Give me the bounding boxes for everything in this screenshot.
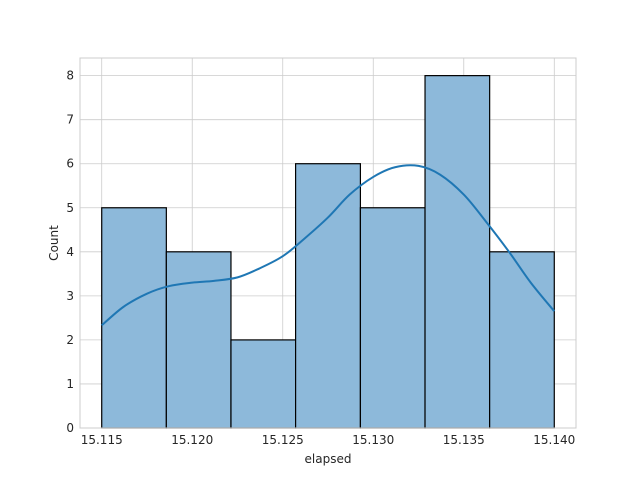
y-axis-label: Count (47, 225, 61, 261)
x-tick-label: 15.140 (533, 433, 575, 447)
x-tick-label: 15.115 (81, 433, 123, 447)
x-tick-label: 15.125 (262, 433, 304, 447)
y-tick-label: 1 (66, 377, 74, 391)
x-tick-labels: 15.115 15.120 15.125 15.130 15.135 15.140 (81, 433, 576, 447)
y-tick-label: 6 (66, 157, 74, 171)
histogram-bar (165, 251, 232, 429)
y-tick-label: 5 (66, 201, 74, 215)
histogram-bar (101, 207, 167, 429)
y-tick-label: 4 (66, 245, 74, 259)
kde-line (101, 164, 556, 327)
histogram-bar (294, 163, 362, 429)
kde-curve (101, 164, 556, 327)
y-tick-labels: 0 1 2 3 4 5 6 7 8 (66, 69, 74, 435)
y-tick-label: 8 (66, 69, 74, 83)
x-tick-label: 15.135 (443, 433, 485, 447)
plot-frame (79, 57, 577, 429)
x-axis-label: elapsed (305, 452, 352, 466)
histogram-bar (230, 339, 297, 429)
x-tick-label: 15.130 (352, 433, 394, 447)
histogram-bar (359, 207, 426, 429)
histogram-bar (424, 75, 491, 429)
y-tick-label: 0 (66, 421, 74, 435)
y-tick-label: 3 (66, 289, 74, 303)
histogram-bar (489, 251, 555, 429)
x-tick-label: 15.120 (171, 433, 213, 447)
y-tick-label: 2 (66, 333, 74, 347)
y-tick-label: 7 (66, 113, 74, 127)
